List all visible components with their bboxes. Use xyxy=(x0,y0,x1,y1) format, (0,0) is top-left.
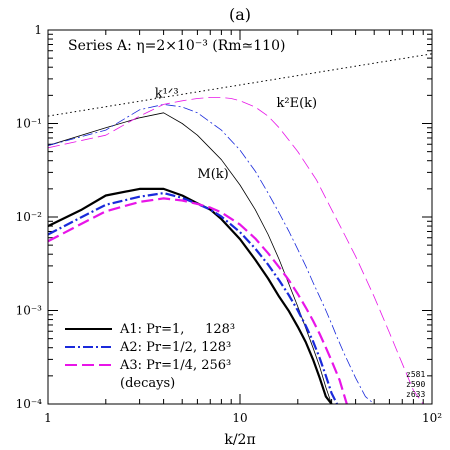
run-id-label: z581 xyxy=(406,370,425,379)
legend-entry: A1: Pr=1, 128³ xyxy=(119,322,235,337)
legend-entry: A2: Pr=1/2, 128³ xyxy=(119,340,231,355)
series-3-magnetic-spectrum xyxy=(48,197,348,404)
x-tick-labels: 1 10 10² xyxy=(44,411,442,425)
legend-entry: A3: Pr=1/4, 256³ xyxy=(119,358,231,373)
series-2-kinetic-spectrum xyxy=(48,104,375,404)
y-tick-labels: 1 10⁻¹ 10⁻² 10⁻³ 10⁻⁴ xyxy=(16,23,43,411)
x-tick-label: 1 xyxy=(44,411,52,425)
series-1-magnetic-spectrum xyxy=(48,187,333,404)
curve-label: k²E(k) xyxy=(277,96,318,111)
x-tick-label: 10² xyxy=(422,411,442,425)
run-id-label: z590 xyxy=(406,380,425,389)
curve-labels: k¹ᐟ³ k²E(k) M(k) xyxy=(155,86,317,182)
y-tick-label: 10⁻² xyxy=(16,210,43,224)
legend: A1: Pr=1, 128³ A2: Pr=1/2, 128³ A3: Pr=1/4… xyxy=(65,322,235,391)
series-3-kinetic-spectrum xyxy=(48,97,424,404)
y-tick-label: 10⁻⁴ xyxy=(16,397,43,411)
plot-frame xyxy=(47,29,433,405)
data-curves xyxy=(48,53,432,404)
reference-line-k-one-third xyxy=(48,53,432,117)
series-annotation: Series A: η=2×10⁻³ (Rm≃110) xyxy=(68,38,285,54)
y-tick-label: 1 xyxy=(34,23,42,37)
curve-label: M(k) xyxy=(197,167,228,182)
x-tick-label: 10 xyxy=(232,411,247,425)
x-axis-label: k/2π xyxy=(224,432,255,448)
series-2-magnetic-spectrum xyxy=(48,192,338,404)
y-tick-label: 10⁻³ xyxy=(16,304,43,318)
y-tick-label: 10⁻¹ xyxy=(16,117,42,131)
legend-note: (decays) xyxy=(120,376,175,391)
run-id-label: z633 xyxy=(406,390,425,399)
series-1-kinetic-spectrum xyxy=(48,112,332,404)
curve-label: k¹ᐟ³ xyxy=(155,86,179,101)
panel-label: (a) xyxy=(229,5,251,24)
